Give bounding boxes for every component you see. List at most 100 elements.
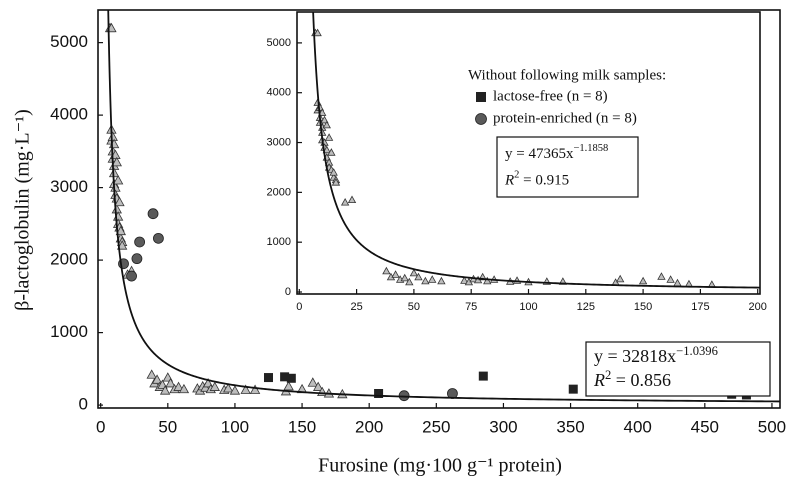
triangle-point bbox=[400, 273, 409, 282]
plot-frame bbox=[97, 9, 781, 409]
triangle-point bbox=[382, 266, 391, 275]
triangle-point bbox=[151, 374, 163, 384]
x-tick-label: 50 bbox=[158, 417, 177, 436]
x-tick-label: 400 bbox=[624, 417, 652, 436]
r-squared-power: 2 bbox=[514, 170, 519, 181]
triangle-point bbox=[322, 120, 331, 129]
triangle-point bbox=[318, 108, 327, 116]
x-tick-label: 75 bbox=[465, 301, 477, 313]
triangle-point bbox=[312, 381, 324, 391]
triangle-point bbox=[638, 276, 648, 285]
triangle-point bbox=[107, 131, 118, 141]
x-tick-label: 150 bbox=[288, 417, 316, 436]
triangle-point bbox=[159, 385, 171, 395]
triangle-point bbox=[616, 274, 625, 283]
triangle-point bbox=[307, 377, 318, 387]
y-axis-title: β-lactoglobulin (mg·L⁻¹) bbox=[12, 109, 34, 311]
equation-base: y = 32818x bbox=[594, 346, 676, 366]
equation-box bbox=[496, 136, 639, 198]
triangle-point bbox=[414, 272, 423, 281]
x-tick-label: 125 bbox=[577, 301, 595, 313]
x-tick-label: 300 bbox=[489, 417, 517, 436]
square-point bbox=[286, 373, 296, 383]
triangle-point bbox=[657, 272, 666, 280]
triangle-point bbox=[483, 276, 492, 285]
plot-area bbox=[104, 10, 780, 403]
r-squared-value: = 0.915 bbox=[519, 173, 569, 189]
triangle-point bbox=[173, 381, 184, 391]
circle-point bbox=[153, 232, 164, 244]
y-tick-label: 2000 bbox=[50, 250, 88, 269]
equation-box bbox=[585, 341, 771, 397]
triangle-point bbox=[460, 276, 469, 284]
x-tick-label: 25 bbox=[350, 301, 362, 313]
equation-exponent: −1.1858 bbox=[573, 143, 608, 154]
fit-curve bbox=[107, 10, 780, 403]
legend-label: protein-enriched (n = 8) bbox=[493, 110, 637, 126]
triangle-point bbox=[313, 28, 322, 37]
triangle-point bbox=[428, 275, 437, 283]
y-tick-label: 5000 bbox=[267, 37, 291, 49]
plot-frame bbox=[296, 11, 761, 295]
circle-point bbox=[134, 236, 146, 248]
y-tick-label: 3000 bbox=[267, 136, 291, 148]
r-squared: R2 = 0.856 bbox=[593, 368, 671, 390]
circle-point bbox=[126, 270, 137, 282]
plot-area bbox=[311, 12, 760, 289]
y-tick-label: 2000 bbox=[267, 186, 291, 198]
x-tick-label: 100 bbox=[221, 417, 249, 436]
x-tick-label: 50 bbox=[408, 301, 420, 313]
triangle-point bbox=[331, 178, 341, 186]
triangle-point bbox=[409, 268, 419, 277]
x-tick-label: 100 bbox=[519, 301, 537, 313]
x-tick-label: 150 bbox=[634, 301, 652, 313]
triangle-point bbox=[437, 276, 446, 285]
triangle-point bbox=[340, 198, 350, 206]
triangle-point bbox=[114, 196, 125, 207]
triangle-point bbox=[329, 168, 338, 176]
triangle-point bbox=[283, 380, 294, 391]
legend-title: Without following milk samples: bbox=[468, 67, 666, 83]
triangle-point bbox=[240, 384, 251, 394]
triangle-point bbox=[111, 156, 122, 167]
y-tick-label: 3000 bbox=[50, 177, 88, 196]
square-point bbox=[478, 371, 488, 381]
y-tick-label: 0 bbox=[285, 286, 291, 298]
triangle-point bbox=[146, 369, 157, 379]
triangle-point bbox=[322, 145, 331, 154]
triangle-point bbox=[165, 378, 176, 388]
x-tick-label: 0 bbox=[96, 417, 105, 436]
triangle-point bbox=[666, 275, 675, 283]
triangle-point bbox=[111, 204, 122, 214]
square-point bbox=[264, 373, 273, 383]
triangle-point bbox=[112, 175, 124, 185]
triangle-point bbox=[324, 133, 334, 141]
y-tick-label: 1000 bbox=[267, 236, 291, 248]
x-tick-label: 350 bbox=[556, 417, 584, 436]
equation: y = 47365x−1.1858 bbox=[505, 143, 608, 162]
fit-curve bbox=[312, 12, 760, 289]
triangle-point bbox=[249, 384, 261, 394]
triangle-point bbox=[320, 115, 329, 124]
triangle-point bbox=[115, 225, 127, 236]
triangle-point bbox=[223, 383, 234, 393]
triangle-point bbox=[178, 383, 190, 394]
triangle-point bbox=[405, 277, 414, 286]
x-axis-title: Furosine (mg·100 g⁻¹ protein) bbox=[318, 455, 562, 477]
square-point bbox=[568, 384, 578, 394]
x-tick-label: 450 bbox=[691, 417, 719, 436]
r-squared-value: = 0.856 bbox=[611, 370, 671, 390]
circle-point bbox=[475, 113, 487, 125]
x-tick-label: 250 bbox=[422, 417, 450, 436]
r-squared-power: 2 bbox=[605, 368, 611, 382]
circle-point bbox=[147, 208, 159, 220]
x-tick-label: 200 bbox=[749, 301, 767, 313]
legend-label: lactose-free (n = 8) bbox=[493, 88, 608, 104]
equation-exponent: −1.0396 bbox=[676, 344, 718, 358]
y-tick-label: 0 bbox=[79, 395, 88, 414]
triangle-point bbox=[421, 276, 430, 285]
y-tick-label: 4000 bbox=[267, 87, 291, 99]
y-tick-label: 4000 bbox=[50, 105, 88, 124]
